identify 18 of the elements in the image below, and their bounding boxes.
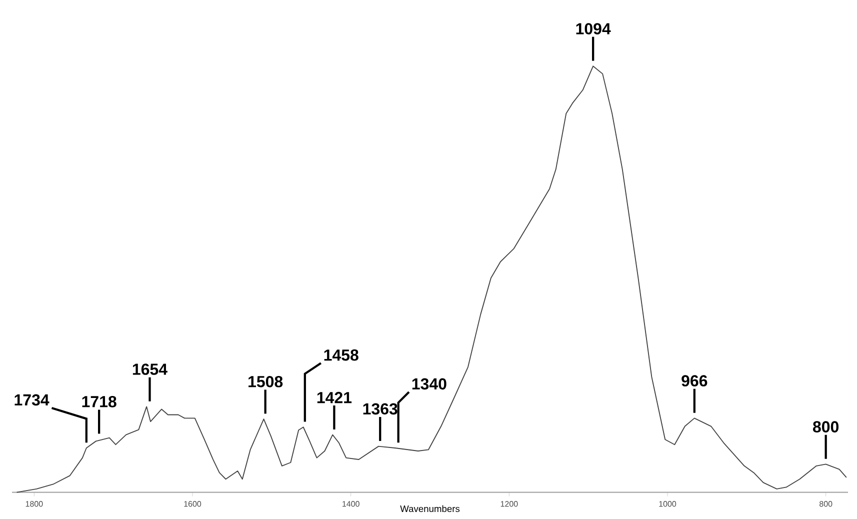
annotation: 1654 [132, 364, 168, 375]
annotation: 966 [682, 375, 708, 386]
annotation: 1458 [324, 349, 358, 361]
annotation: 1718 [82, 396, 116, 408]
annotation: 1508 [248, 376, 283, 388]
annotation: 1421 [317, 392, 352, 404]
x-tick-label: 1200 [500, 501, 518, 507]
x-tick-label: 1600 [184, 501, 202, 507]
x-tick-label: 1400 [342, 501, 360, 507]
annotation: 800 [812, 421, 839, 432]
annotation: 1734 [14, 394, 50, 406]
annotation: 1094 [576, 23, 611, 34]
x-axis-title: Wavenumbers [400, 505, 460, 512]
x-tick-label: 800 [820, 501, 832, 507]
x-tick-label: 1000 [659, 501, 676, 507]
annotation: 1340 [412, 378, 446, 390]
annotation: 1363 [363, 403, 398, 415]
x-tick-label: 1800 [26, 501, 43, 507]
